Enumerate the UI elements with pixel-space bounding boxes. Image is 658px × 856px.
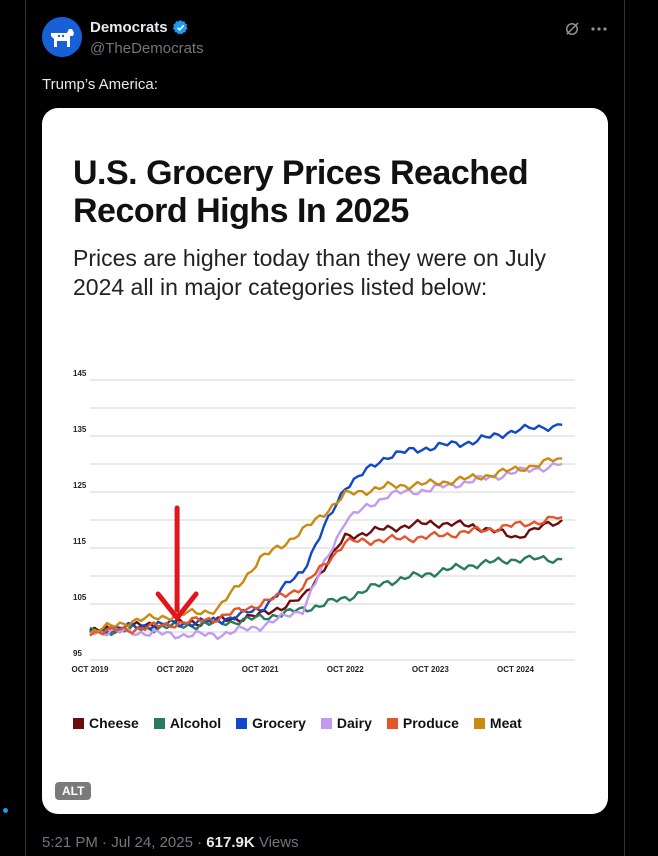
legend-item-alcohol: Alcohol [153,715,222,731]
series-line-dairy [89,462,563,641]
verified-badge-icon[interactable] [172,19,189,36]
y-tick-label: 125 [73,481,87,490]
chart-legend: Cheese Alcohol Grocery Dairy Produce Meat [73,715,522,731]
post-image[interactable]: U.S. Grocery Prices Reached Record Highs… [42,108,608,814]
x-tick-label: OCT 2021 [242,665,279,674]
series-line-alcohol [89,554,563,637]
series-line-produce [89,515,563,637]
meta-separator: · [197,834,203,851]
timeline-border-right [624,0,625,856]
author-handle[interactable]: @TheDemocrats [90,40,204,57]
new-posts-indicator[interactable] [3,808,8,813]
y-tick-label: 145 [73,369,87,378]
alt-badge[interactable]: ALT [55,782,92,800]
avatar[interactable] [42,17,82,57]
legend-item-produce: Produce [386,715,459,731]
views-count: 617.9K [206,834,255,851]
legend-swatch [473,717,485,729]
legend-swatch [73,717,84,729]
legend-label: Cheese [89,715,139,731]
legend-swatch [320,717,332,729]
legend-swatch [386,717,398,729]
donkey-logo-icon [42,17,82,57]
x-tick-label: OCT 2022 [327,665,364,674]
series-line-meat [89,457,563,635]
x-tick-label: OCT 2024 [497,665,534,674]
y-tick-label: 135 [73,425,87,434]
post-date[interactable]: Jul 24, 2025 [111,834,193,851]
chart: 95 105 115 125 135 145 OCT 2019 OCT 2020 OCT 202… [72,369,575,674]
legend-label: Produce [402,715,459,731]
author-row: Democrats [90,19,189,36]
legend-item-meat: Meat [473,715,522,731]
y-tick-label: 95 [73,649,82,658]
legend-item-cheese: Cheese [73,715,139,731]
chart-title: U.S. Grocery Prices Reached Record Highs… [73,154,529,230]
chart-subtitle: Prices are higher today than they were o… [73,245,547,300]
y-tick-label: 115 [73,537,86,546]
annotation-arrow-head [155,591,199,621]
views-label: Views [258,834,299,851]
more-options-icon[interactable] [589,20,609,38]
post-time[interactable]: 5:21 PM [42,834,98,851]
legend-label: Alcohol [169,715,222,731]
post-meta: 5:21 PM · Jul 24, 2025 · 617.9K Views [42,834,299,851]
x-tick-label: OCT 2020 [157,665,194,674]
x-tick-label: OCT 2019 [72,665,109,674]
y-tick-label: 105 [73,593,87,602]
post-text: Trump’s America: [42,76,158,93]
legend-swatch [153,717,165,729]
author-name[interactable]: Democrats [90,19,168,36]
grok-icon[interactable] [563,20,581,38]
legend-label: Dairy [336,715,372,731]
legend-swatch [236,717,248,729]
x-tick-label: OCT 2023 [412,665,449,674]
meta-separator: · [102,834,108,851]
legend-item-grocery: Grocery [236,715,306,731]
legend-item-dairy: Dairy [320,715,372,731]
legend-label: Meat [489,715,522,731]
legend-label: Grocery [252,715,306,731]
timeline-border-left [25,0,26,856]
